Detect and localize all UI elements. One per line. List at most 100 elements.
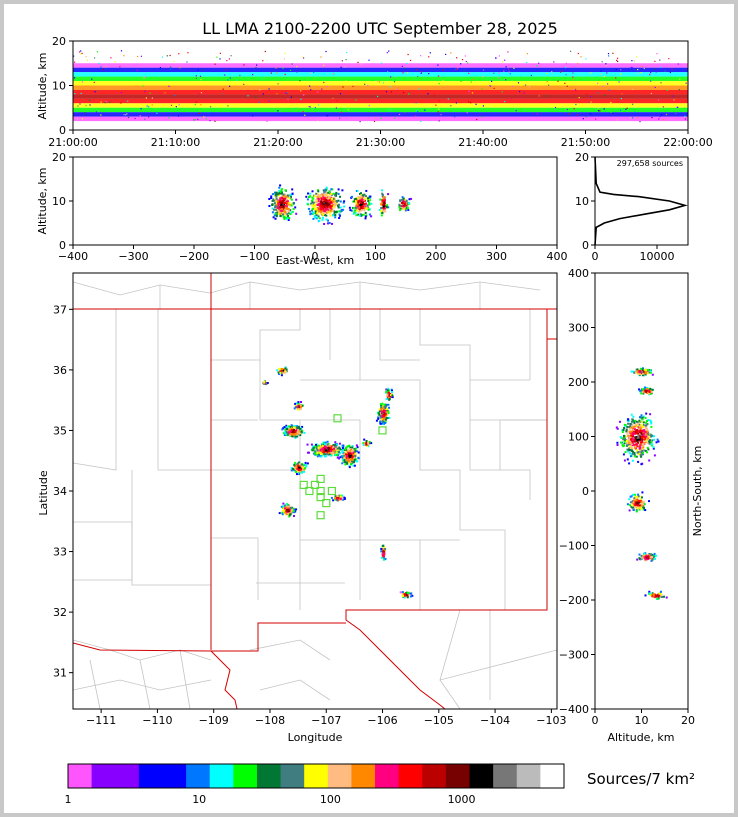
storm-cell-dot <box>302 464 305 467</box>
storm-cell-dot <box>312 445 315 448</box>
northsouth-cluster-dot <box>634 437 637 440</box>
storm-cell-dot <box>377 416 380 419</box>
altitude-time-source <box>665 113 668 116</box>
northsouth-cluster-dot <box>648 500 650 503</box>
altitude-time-source <box>493 87 495 89</box>
eastwest-cluster-dot <box>387 193 390 196</box>
altitude-time-source <box>276 72 278 74</box>
storm-cell-dot <box>330 453 333 456</box>
altitude-time-source <box>482 105 484 107</box>
storm-cell-dot <box>332 444 335 446</box>
storm-cell-dot <box>334 441 337 444</box>
eastwest-cluster-dot <box>289 213 292 216</box>
storm-cell-dot <box>347 445 350 448</box>
altitude-time-source <box>603 75 605 78</box>
eastwest-cluster-dot <box>286 203 289 206</box>
eastwest-cluster-dot <box>323 198 326 201</box>
storm-cell-dot <box>292 426 295 429</box>
storm-cell-dot <box>385 388 388 391</box>
altitude-time-source <box>97 90 99 92</box>
storm-cell-dot <box>350 450 353 453</box>
eastwest-cluster-dot <box>318 220 321 222</box>
altitude-time-source <box>565 62 567 64</box>
storm-cell-dot <box>300 405 303 408</box>
eastwest-cluster-dot <box>401 205 404 207</box>
northsouth-cluster-dot <box>643 432 646 435</box>
colorbar-segment <box>422 764 447 788</box>
histogram-ytick-label: 20 <box>575 151 589 164</box>
eastwest-cluster-dot <box>316 201 318 203</box>
storm-cell-dot <box>381 402 384 405</box>
eastwest-cluster-dot <box>334 216 337 219</box>
eastwest-cluster-dot <box>337 192 340 195</box>
altitude-time-source <box>569 112 571 114</box>
northsouth-cluster-dot <box>644 417 647 420</box>
altitude-time-source <box>78 51 81 53</box>
altitude-time-source <box>548 84 550 86</box>
storm-cell-dot <box>336 447 339 450</box>
storm-cell-dot <box>329 453 331 456</box>
altitude-time-source <box>631 60 633 62</box>
eastwest-cluster-dot <box>406 207 409 210</box>
eastwest-cluster-dot <box>313 214 316 217</box>
altitude-time-source <box>179 67 181 69</box>
storm-cell-dot <box>295 402 298 405</box>
northsouth-cluster-dot <box>653 454 656 457</box>
eastwest-cluster-dot <box>282 212 285 215</box>
eastwest-cluster-dot <box>359 213 362 216</box>
storm-cell-dot <box>339 452 342 454</box>
storm-cell-dot <box>354 458 357 461</box>
storm-cell-dot <box>348 461 351 464</box>
northsouth-cluster-dot <box>653 595 656 597</box>
eastwest-cluster-dot <box>290 204 293 207</box>
northsouth-cluster-dot <box>630 505 633 508</box>
altitude-time-source <box>455 68 457 70</box>
northsouth-cluster-dot <box>636 439 639 442</box>
storm-cell-dot <box>386 414 389 416</box>
eastwest-cluster-dot <box>312 217 315 220</box>
altitude-time-source <box>235 79 237 81</box>
altitude-time-source <box>528 86 530 88</box>
northsouth-cluster-dot <box>640 555 643 558</box>
northsouth-cluster-dot <box>660 593 662 596</box>
northsouth-cluster-dot <box>630 448 633 451</box>
altitude-time-source <box>471 92 474 94</box>
altitude-time-source <box>227 105 229 107</box>
altitude-time-xtick-label: 21:50:00 <box>561 136 610 149</box>
altitude-time-source <box>282 67 284 69</box>
altitude-time-source <box>409 92 411 94</box>
altitude-time-source <box>175 106 177 108</box>
northsouth-cluster-dot <box>626 442 629 445</box>
altitude-time-source <box>475 103 477 105</box>
northsouth-cluster-dot <box>640 423 643 426</box>
storm-cell-dot <box>290 508 293 511</box>
northsouth-cluster-dot <box>637 438 639 441</box>
altitude-time-source <box>290 96 292 98</box>
eastwest-cluster-dot <box>364 197 367 200</box>
northsouth-cluster-dot <box>650 425 653 428</box>
eastwest-cluster-dot <box>360 209 363 211</box>
northsouth-cluster-dot <box>622 445 625 448</box>
altitude-time-xtick-label: 21:20:00 <box>253 136 302 149</box>
northsouth-cluster-dot <box>631 452 634 455</box>
storm-cell-dot <box>288 434 291 436</box>
eastwest-cluster-dot <box>318 202 321 205</box>
storm-cell-dot <box>324 443 326 446</box>
altitude-time-source <box>487 77 489 79</box>
northsouth-cluster-dot <box>631 500 634 503</box>
storm-cell-dot <box>317 444 320 447</box>
eastwest-cluster-dot <box>357 201 360 204</box>
altitude-time-source <box>352 85 354 87</box>
altitude-time-source <box>428 56 430 58</box>
northsouth-cluster-dot <box>652 446 655 449</box>
storm-cell-dot <box>283 434 286 436</box>
northsouth-cluster-dot <box>637 493 640 496</box>
altitude-time-band-row <box>73 89 688 95</box>
eastwest-cluster-dot <box>314 210 317 213</box>
altitude-time-source <box>510 98 513 100</box>
eastwest-cluster-dot <box>352 207 355 209</box>
northsouth-cluster-dot <box>639 446 642 449</box>
colorbar-segment <box>91 764 116 788</box>
northsouth-cluster-dot <box>636 558 639 561</box>
storm-cell-dot <box>279 368 282 371</box>
